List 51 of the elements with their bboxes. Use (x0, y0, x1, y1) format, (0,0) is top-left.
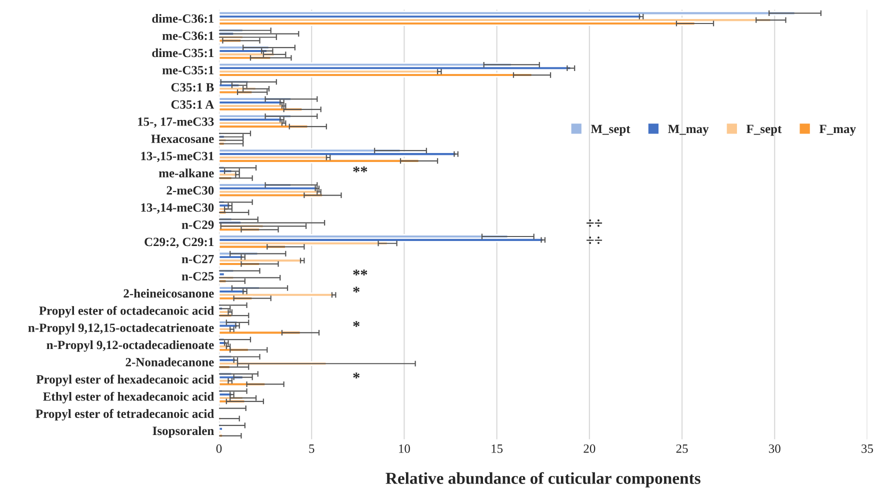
y-tick-label: n-Propyl 9,12,15-octadecatrienoate (28, 323, 214, 335)
legend-label: F_may (819, 124, 856, 136)
y-tick-label: n-C27 (182, 254, 214, 264)
y-tick-label: me-C35:1 (162, 66, 214, 74)
x-axis-title: Relative abundance of cuticular components (386, 472, 700, 488)
y-tick-label: Propyl ester of octadecanoic acid (39, 306, 214, 318)
annotation: * (353, 286, 360, 293)
y-tick-label: dime-C36:1 (152, 14, 214, 23)
y-tick-label: 2-meC30 (166, 186, 214, 195)
y-tick-label: Propyl ester of hexadecanoic acid (36, 374, 214, 386)
y-tick-label: Ethyl ester of hexadecanoic acid (43, 392, 214, 404)
bar (219, 426, 224, 432)
annotation: ** (353, 166, 368, 172)
y-tick-label: n-C25 (182, 272, 214, 280)
y-tick-label: n-Propyl 9,12-octadecadienoate (46, 340, 214, 352)
x-tick-label: 25 (676, 444, 688, 453)
y-tick-label: n-C29 (182, 220, 214, 229)
x-tick-label: 0 (216, 444, 222, 453)
annotation: ÷÷ (586, 236, 602, 244)
annotation: * (353, 321, 360, 327)
bar (219, 292, 335, 298)
y-tick-label: 2-heineicosanone (124, 288, 214, 298)
annotation: ** (353, 270, 368, 276)
x-tick-label: 30 (768, 444, 780, 453)
annotation: ÷÷ (586, 219, 602, 227)
y-tick-label: C35:1 A (171, 100, 214, 109)
y-tick-label: 13-,15-meC31 (141, 152, 214, 162)
legend-label: M_may (668, 124, 709, 136)
y-tick-label: dime-C35:1 (152, 48, 214, 58)
y-tick-label: Isopsoralen (152, 426, 214, 438)
y-tick-label: Propyl ester of tetradecanoic acid (36, 409, 214, 421)
y-tick-label: C29:2, C29:1 (144, 238, 214, 248)
y-tick-label: me-C36:1 (162, 32, 214, 40)
y-tick-label: 15-, 17-meC33 (138, 117, 214, 128)
x-tick-label: 10 (399, 444, 410, 453)
annotation: * (353, 372, 360, 378)
bar (219, 72, 533, 78)
y-tick-label: 2-Nonadecanone (126, 358, 214, 366)
y-tick-label: 13-,14-meC30 (141, 203, 214, 214)
y-tick-label: me-alkane (158, 168, 214, 178)
x-tick-label: 15 (492, 444, 503, 453)
y-tick-label: C35:1 B (171, 83, 214, 92)
legend-label: F_sept (746, 124, 782, 136)
bar (219, 158, 420, 164)
bar (219, 124, 309, 129)
x-tick-label: 35 (862, 444, 873, 453)
legend-label: M_sept (590, 124, 630, 136)
bar (219, 106, 304, 112)
x-tick-label: 5 (309, 444, 314, 453)
y-tick-label: Hexacosane (151, 134, 214, 144)
x-tick-label: 20 (584, 444, 596, 453)
